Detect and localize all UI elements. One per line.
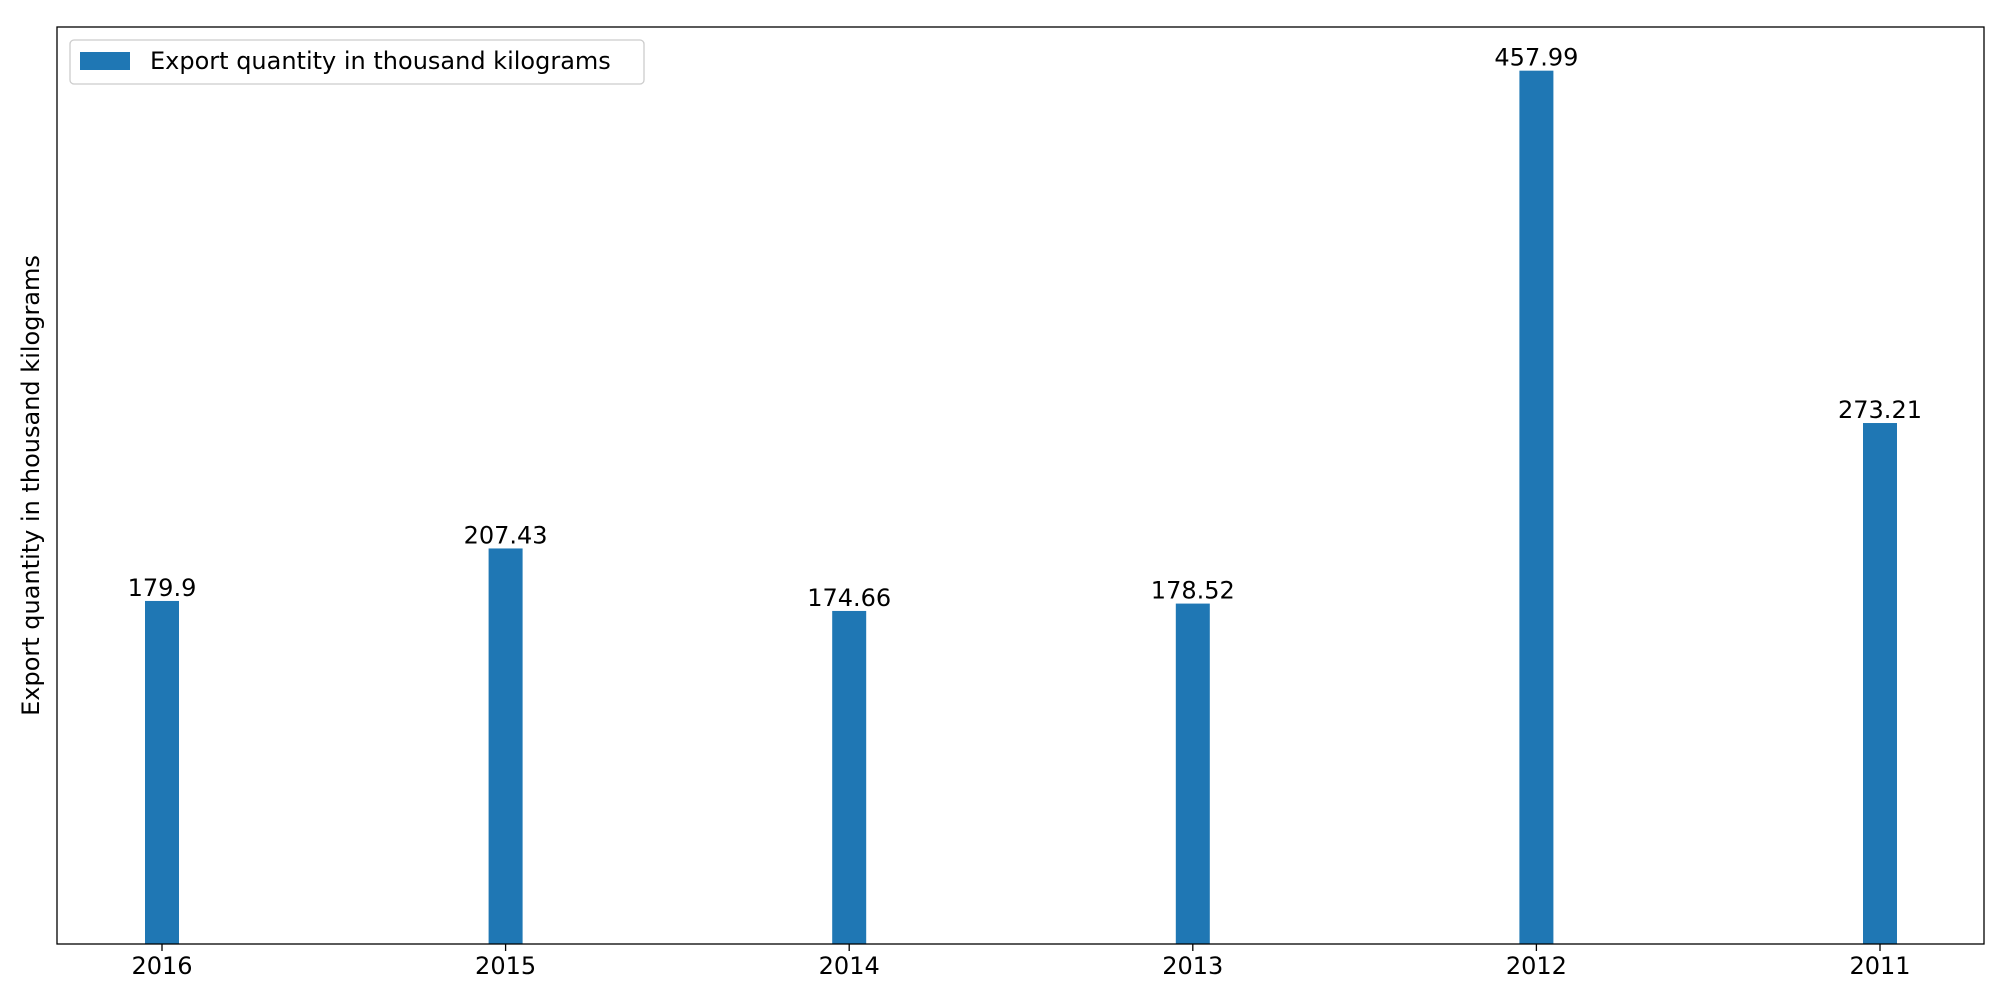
bar-series [145, 70, 1897, 944]
data-label-2013: 178.52 [1151, 577, 1235, 605]
data-labels: 179.9 207.43 174.66 178.52 457.99 273.21 [128, 44, 1922, 612]
x-tick-label-2012: 2012 [1506, 952, 1567, 980]
legend-label: Export quantity in thousand kilograms [150, 47, 611, 75]
legend-box [69, 39, 645, 85]
bar-2014 [832, 610, 867, 944]
data-label-2016: 179.9 [128, 574, 197, 602]
legend: Export quantity in thousand kilograms [69, 39, 645, 85]
x-tick-label-2013: 2013 [1162, 952, 1223, 980]
y-axis-label: Export quantity in thousand kilograms [17, 255, 45, 716]
plot-area-frame [56, 26, 1985, 945]
x-tick-label-2011: 2011 [1849, 952, 1910, 980]
x-axis-ticks: 2016 2015 2014 2013 2012 2011 [131, 944, 1911, 980]
bar-2013 [1175, 603, 1210, 944]
bar-2015 [488, 548, 523, 944]
bar-2012 [1519, 70, 1554, 944]
x-tick-label-2015: 2015 [475, 952, 536, 980]
x-tick-label-2014: 2014 [819, 952, 880, 980]
x-tick-label-2016: 2016 [131, 952, 192, 980]
bar-2016 [145, 600, 179, 944]
bar-2011 [1863, 423, 1897, 944]
data-label-2012: 457.99 [1494, 44, 1578, 72]
legend-swatch [80, 52, 130, 70]
data-label-2011: 273.21 [1838, 396, 1922, 424]
data-label-2014: 174.66 [807, 584, 891, 612]
data-label-2015: 207.43 [464, 521, 548, 549]
